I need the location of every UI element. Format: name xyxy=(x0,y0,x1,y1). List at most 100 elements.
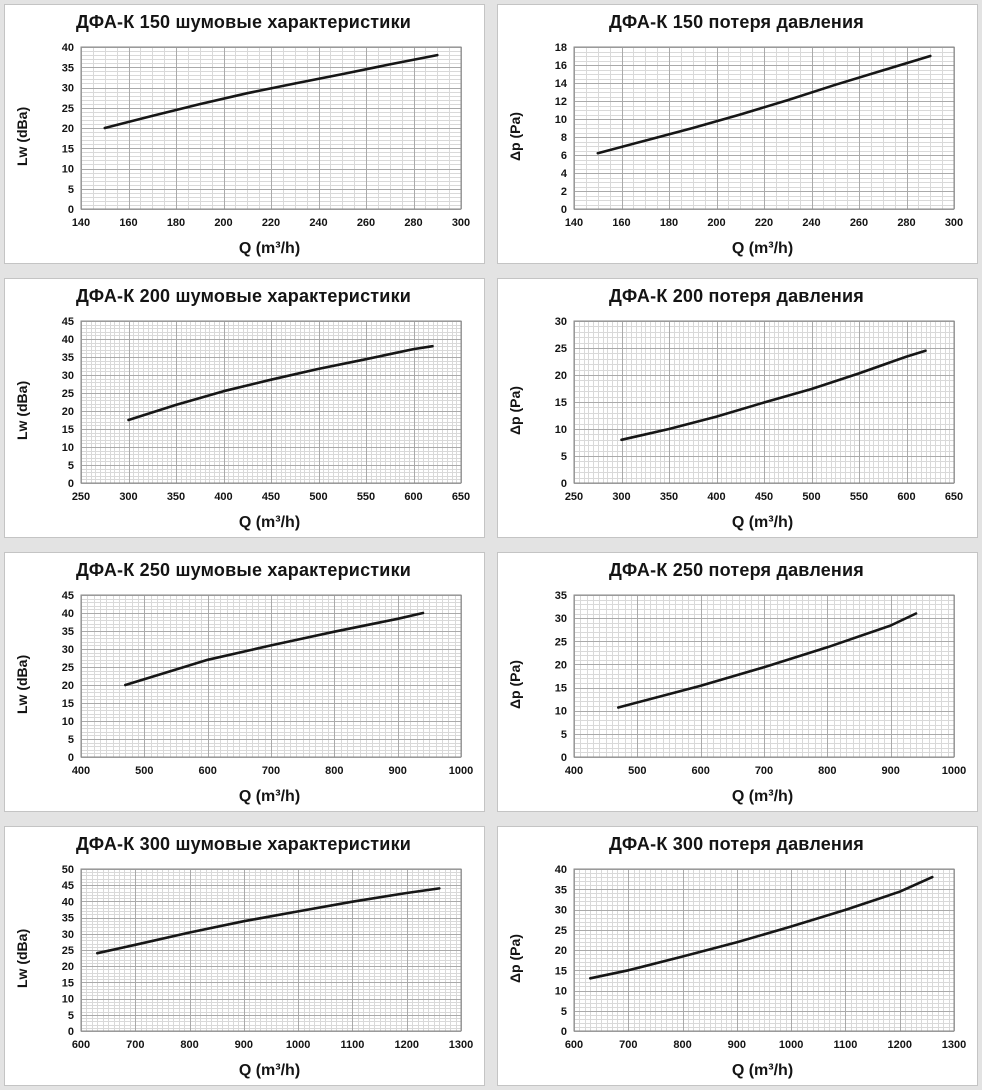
svg-text:40: 40 xyxy=(62,608,74,620)
svg-text:30: 30 xyxy=(62,644,74,656)
chart-body: Δp (Pa) 0 5 10 15 20 25 30 250 300 350 400 450 500 55… xyxy=(504,307,969,514)
svg-text:30: 30 xyxy=(555,316,567,328)
x-axis-label: Q (m³/h) xyxy=(731,240,794,257)
svg-text:16: 16 xyxy=(555,60,567,72)
svg-text:350: 350 xyxy=(660,491,678,503)
y-axis-label: Lw (dBa) xyxy=(14,380,30,441)
chart-plot: 0 5 10 15 20 25 30 35 40 140 160 180 200 220 240 260 280… xyxy=(62,42,470,229)
plot-border xyxy=(80,868,462,1031)
svg-text:15: 15 xyxy=(62,143,74,155)
svg-text:20: 20 xyxy=(62,406,74,418)
chart-title: ДФА-К 150 потеря давления xyxy=(609,12,864,32)
svg-text:200: 200 xyxy=(707,217,725,229)
svg-text:1000: 1000 xyxy=(449,765,473,777)
chart-panel: ДФА-К 250 шумовые характеристики Lw (dBa… xyxy=(4,552,485,812)
svg-text:450: 450 xyxy=(755,491,773,503)
plot-border xyxy=(573,46,955,209)
svg-text:6: 6 xyxy=(561,150,567,162)
svg-text:35: 35 xyxy=(62,352,74,364)
svg-text:200: 200 xyxy=(214,217,232,229)
svg-text:160: 160 xyxy=(612,217,630,229)
svg-text:250: 250 xyxy=(72,491,90,503)
svg-text:1000: 1000 xyxy=(779,1039,803,1051)
y-axis-label: Lw (dBa) xyxy=(14,106,30,167)
svg-text:600: 600 xyxy=(897,491,915,503)
svg-text:1200: 1200 xyxy=(887,1039,911,1051)
svg-text:450: 450 xyxy=(262,491,280,503)
x-axis-label: Q (m³/h) xyxy=(238,788,301,805)
svg-text:35: 35 xyxy=(62,626,74,638)
svg-text:25: 25 xyxy=(555,343,567,355)
tick-labels: 0 5 10 15 20 25 30 35 40 140 160 180 200 220 240 260 280… xyxy=(62,42,470,229)
svg-text:280: 280 xyxy=(404,217,422,229)
svg-text:260: 260 xyxy=(850,217,868,229)
svg-text:10: 10 xyxy=(555,705,567,717)
svg-text:400: 400 xyxy=(565,765,583,777)
data-series-line xyxy=(127,344,434,421)
y-axis-label: Δp (Pa) xyxy=(507,386,523,435)
svg-text:650: 650 xyxy=(452,491,470,503)
svg-text:180: 180 xyxy=(167,217,185,229)
svg-text:25: 25 xyxy=(62,945,74,957)
svg-text:45: 45 xyxy=(62,590,74,602)
chart-title: ДФА-К 200 шумовые характеристики xyxy=(75,286,412,306)
svg-text:5: 5 xyxy=(68,734,74,746)
data-series-line xyxy=(589,875,934,980)
x-axis-label: Q (m³/h) xyxy=(238,1062,301,1079)
plot-area-wrap: 0 5 10 15 20 25 30 35 400 500 600 700 800 900 1000 xyxy=(526,581,970,788)
svg-text:0: 0 xyxy=(561,1026,567,1038)
tick-labels: 0 5 10 15 20 25 30 250 300 350 400 450 500 550 600 650 xyxy=(555,316,963,503)
svg-text:10: 10 xyxy=(62,442,74,454)
svg-text:700: 700 xyxy=(619,1039,637,1051)
svg-text:8: 8 xyxy=(561,132,567,144)
plot-border xyxy=(80,594,462,757)
y-axis-label: Δp (Pa) xyxy=(507,112,523,161)
x-axis-label: Q (m³/h) xyxy=(731,1062,794,1079)
svg-text:20: 20 xyxy=(62,961,74,973)
svg-text:40: 40 xyxy=(62,896,74,908)
chart-body: Δp (Pa) 0 5 10 15 20 25 30 35 40 600 700 800 900 1000… xyxy=(504,855,969,1062)
svg-text:0: 0 xyxy=(68,1026,74,1038)
x-axis-label: Q (m³/h) xyxy=(238,240,301,257)
chart-panel: ДФА-К 300 потеря давления Δp (Pa) 0 5 10 15… xyxy=(497,826,978,1086)
chart-body: Δp (Pa) 0 2 4 6 8 10 12 14 16 18 140 160 180 200 220 24… xyxy=(504,33,969,240)
plot-area-wrap: 0 5 10 15 20 25 30 35 40 140 160 180 200 220 240 260 280… xyxy=(33,33,477,240)
svg-text:600: 600 xyxy=(198,765,216,777)
svg-text:20: 20 xyxy=(555,659,567,671)
svg-text:650: 650 xyxy=(945,491,963,503)
svg-text:1100: 1100 xyxy=(340,1039,364,1051)
chart-plot: 0 5 10 15 20 25 30 35 400 500 600 700 800 900 1000 xyxy=(555,590,966,777)
svg-text:0: 0 xyxy=(561,478,567,490)
svg-text:20: 20 xyxy=(62,123,74,135)
chart-title: ДФА-К 300 потеря давления xyxy=(609,834,864,854)
svg-text:0: 0 xyxy=(68,204,74,216)
svg-text:300: 300 xyxy=(945,217,963,229)
plot-area-wrap: 0 5 10 15 20 25 30 35 40 45 400 500 600 700 800 900 1000 xyxy=(33,581,477,788)
data-series-line xyxy=(620,348,927,441)
svg-text:220: 220 xyxy=(262,217,280,229)
svg-text:25: 25 xyxy=(555,924,567,936)
chart-panel: ДФА-К 200 шумовые характеристики Lw (dBa… xyxy=(4,278,485,538)
plot-border xyxy=(80,320,462,483)
svg-text:900: 900 xyxy=(235,1039,253,1051)
svg-text:0: 0 xyxy=(68,752,74,764)
chart-panel: ДФА-К 150 потеря давления Δp (Pa) 0 2 4 6 8 1… xyxy=(497,4,978,264)
chart-title: ДФА-К 150 шумовые характеристики xyxy=(75,12,412,32)
svg-text:1100: 1100 xyxy=(833,1039,857,1051)
svg-text:4: 4 xyxy=(561,168,568,180)
plot-area-wrap: 0 5 10 15 20 25 30 35 40 45 50 600 700 800 900 1000 1100… xyxy=(33,855,477,1062)
data-series-line xyxy=(96,886,441,954)
data-series-line xyxy=(617,611,918,709)
svg-text:800: 800 xyxy=(180,1039,198,1051)
svg-text:5: 5 xyxy=(561,451,567,463)
chart-title: ДФА-К 300 шумовые характеристики xyxy=(75,834,412,854)
svg-text:10: 10 xyxy=(555,114,567,126)
svg-text:2: 2 xyxy=(561,186,567,198)
svg-text:10: 10 xyxy=(62,716,74,728)
svg-text:550: 550 xyxy=(850,491,868,503)
svg-text:10: 10 xyxy=(62,163,74,175)
svg-text:700: 700 xyxy=(262,765,280,777)
svg-text:35: 35 xyxy=(62,62,74,74)
chart-panel: ДФА-К 150 шумовые характеристики Lw (dBa… xyxy=(4,4,485,264)
svg-text:400: 400 xyxy=(214,491,232,503)
